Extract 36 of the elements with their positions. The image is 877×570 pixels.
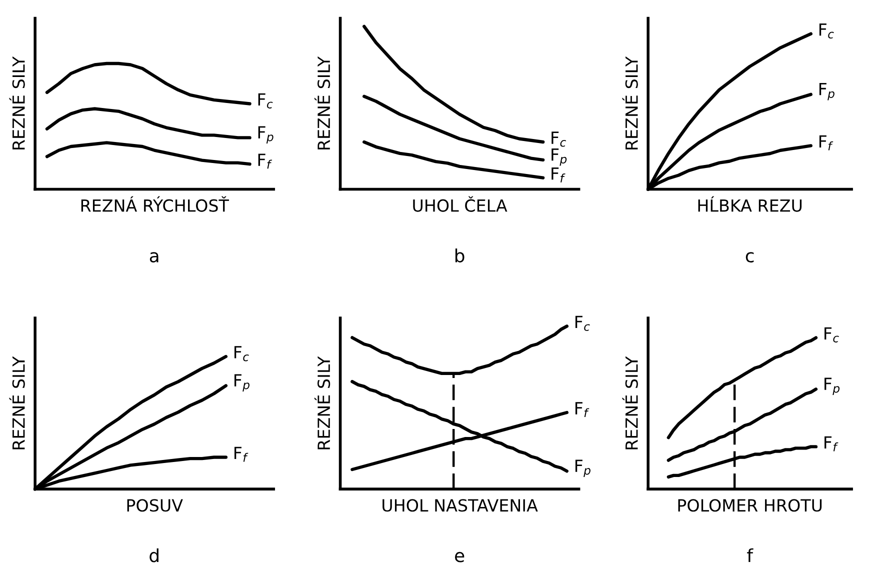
- series-label: F$_{c}$: [824, 327, 839, 342]
- series-label: F$_{p}$: [819, 82, 834, 100]
- series-label: F$_{f}$: [234, 446, 248, 462]
- series-label: F$_{p}$: [258, 126, 274, 144]
- series-label: F$_{c}$: [819, 23, 834, 38]
- text: a: [150, 252, 158, 262]
- x-axis-title: HĹBKA REZU: [698, 196, 802, 212]
- y-axis-title: REZNÉ SILY: [314, 56, 330, 150]
- y-axis-title: REZNÉ SILY: [622, 356, 638, 450]
- y-axis-title: REZNÉ SILY: [9, 356, 25, 450]
- x-axis-title: UHOL ČELA: [413, 196, 508, 212]
- y-axis-title: REZNÉ SILY: [9, 56, 25, 150]
- series-label: F$_{f}$: [824, 436, 838, 452]
- text: c: [746, 252, 754, 262]
- series-label: F$_{p}$: [234, 374, 250, 392]
- series-label: F$_{c}$: [234, 346, 249, 362]
- series-label: F$_{c}$: [258, 93, 273, 108]
- x-axis-title: POLOMER HROTU: [678, 499, 822, 512]
- text: b: [455, 248, 464, 262]
- series-label: F$_{p}$: [575, 460, 590, 478]
- series-label: F$_{f}$: [258, 154, 272, 169]
- series-label: F$_{c}$: [552, 132, 566, 147]
- x-axis-title: UHOL NASTAVENIA: [382, 499, 538, 512]
- text: d: [150, 548, 158, 562]
- series-label: F$_{p}$: [552, 148, 567, 166]
- series-label: F$_{c}$: [575, 316, 590, 331]
- x-axis-title: REZNÁ RÝCHLOSŤ: [81, 196, 229, 212]
- y-axis-title: REZNÉ SILY: [314, 356, 330, 450]
- y-axis-title: REZNÉ SILY: [622, 56, 638, 150]
- series-label: F$_{p}$: [824, 378, 840, 396]
- series-label: F$_{f}$: [552, 167, 566, 182]
- x-axis-title: POSUV: [127, 499, 183, 512]
- text: e: [454, 552, 464, 562]
- text: f: [747, 548, 754, 562]
- series-label: F$_{f}$: [575, 402, 590, 418]
- series-label: F$_{f}$: [819, 135, 834, 150]
